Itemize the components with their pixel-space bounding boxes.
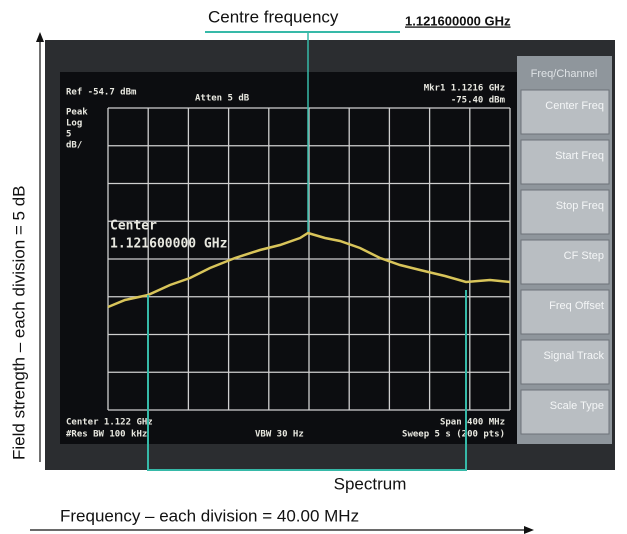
footer-span: Span 400 MHz	[440, 418, 505, 428]
centre-frequency-label: Centre frequency	[208, 7, 339, 26]
menu-button	[521, 90, 609, 134]
menu-button	[521, 390, 609, 434]
menu-button	[521, 190, 609, 234]
menu-title: Freq/Channel	[531, 68, 598, 80]
menu-button	[521, 140, 609, 184]
y-axis-label: Field strength – each division = 5 dB	[9, 185, 28, 460]
footer-res-bw: #Res BW 100 kHz	[66, 430, 147, 440]
analyzer-screen	[60, 72, 517, 444]
arrow-head	[36, 32, 44, 42]
menu-button	[521, 290, 609, 334]
menu-button	[521, 240, 609, 284]
ref-level: Ref -54.7 dBm	[66, 88, 137, 98]
page: Ref -54.7 dBm Atten 5 dB Mkr1 1.1216 GHz…	[0, 0, 627, 534]
footer-sweep: Sweep 5 s (200 pts)	[402, 430, 505, 440]
menu-item: CF Step	[564, 250, 604, 262]
centre-frequency-value: 1.121600000 GHz	[405, 13, 511, 28]
menu-item: Center Freq	[545, 100, 604, 112]
center-label: Center	[110, 219, 157, 234]
x-axis-label: Frequency – each division = 40.00 MHz	[60, 506, 359, 525]
menu-item: Start Freq	[555, 150, 604, 162]
marker-freq: Mkr1 1.1216 GHz	[424, 84, 505, 94]
scale-text: dB/	[66, 141, 82, 151]
menu-button	[521, 340, 609, 384]
menu-item: Scale Type	[550, 400, 604, 412]
menu-item: Stop Freq	[556, 200, 604, 212]
arrow-head	[524, 526, 534, 534]
scale-text: 5	[66, 130, 71, 140]
scale-text: Log	[66, 119, 82, 129]
footer-center: Center 1.122 GHz	[66, 418, 153, 428]
menu-item: Signal Track	[543, 350, 604, 362]
center-value: 1.121600000 GHz	[110, 237, 227, 252]
attenuation: Atten 5 dB	[195, 94, 250, 104]
scale-text: Peak	[66, 108, 88, 118]
menu-item: Freq Offset	[549, 300, 604, 312]
footer-vbw: VBW 30 Hz	[255, 430, 304, 440]
marker-level: -75.40 dBm	[451, 96, 506, 106]
spectrum-label: Spectrum	[334, 474, 407, 493]
